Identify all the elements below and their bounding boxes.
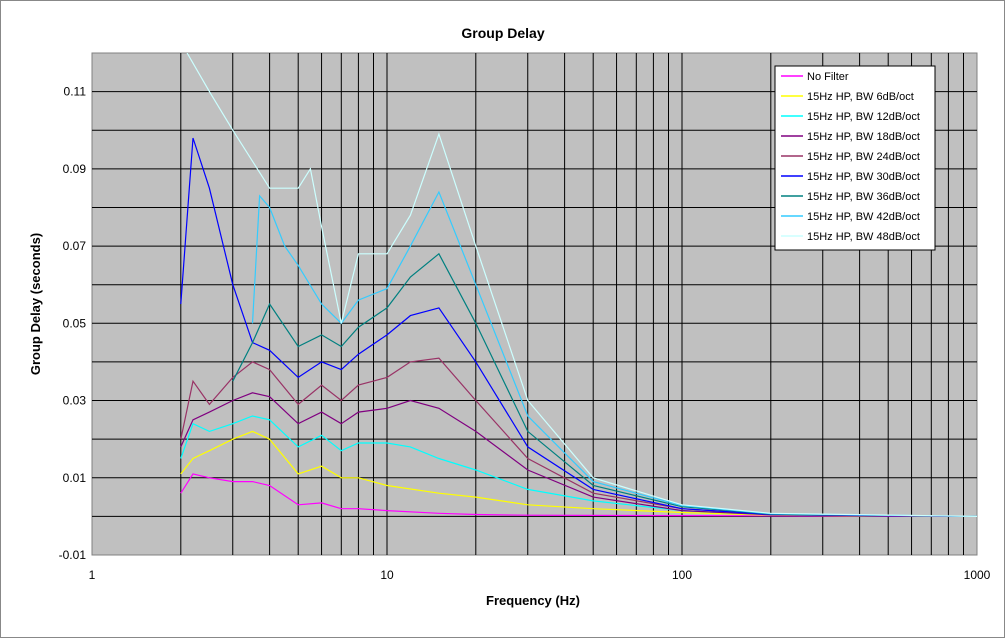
y-tick-label: -0.01 xyxy=(59,548,87,562)
x-tick-label: 1000 xyxy=(964,568,991,582)
chart-title: Group Delay xyxy=(461,25,544,41)
series-line xyxy=(180,137,977,517)
x-tick-label: 1 xyxy=(89,568,96,582)
series-group xyxy=(180,53,977,518)
series-line xyxy=(180,357,977,517)
legend-entry: 15Hz HP, BW 24dB/oct xyxy=(807,151,920,163)
x-tick-label: 100 xyxy=(672,568,692,582)
series-line xyxy=(180,415,977,518)
series-line xyxy=(232,252,977,517)
x-tick-label: 10 xyxy=(380,568,394,582)
tick-labels: -0.01 0.01 0.03 0.05 0.07 0.09 0.11 1 10 100 1000 xyxy=(59,85,991,582)
x-axis-title: Frequency (Hz) xyxy=(486,593,580,608)
legend-entry: 15Hz HP, BW 6dB/oct xyxy=(807,91,914,103)
series-line xyxy=(186,53,977,517)
legend-entry: 15Hz HP, BW 12dB/oct xyxy=(807,111,920,123)
legend-entry: 15Hz HP, BW 48dB/oct xyxy=(807,231,920,243)
series-line xyxy=(180,473,977,518)
legend-entry: 15Hz HP, BW 42dB/oct xyxy=(807,211,920,223)
series-line xyxy=(180,392,977,518)
legend-entry: 15Hz HP, BW 18dB/oct xyxy=(807,131,920,143)
series-line xyxy=(180,430,977,518)
y-tick-label: 0.07 xyxy=(63,239,87,253)
y-tick-label: 0.03 xyxy=(63,394,87,408)
y-tick-label: 0.01 xyxy=(63,471,87,485)
y-tick-label: 0.11 xyxy=(64,85,87,99)
y-tick-label: 0.09 xyxy=(63,162,87,176)
legend-entry: 15Hz HP, BW 36dB/oct xyxy=(807,191,920,203)
y-axis-title: Group Delay (seconds) xyxy=(28,233,43,375)
legend: No Filter 15Hz HP, BW 6dB/oct 15Hz HP, BW … xyxy=(774,65,936,251)
legend-entry: 15Hz HP, BW 30dB/oct xyxy=(807,171,920,183)
y-tick-label: 0.05 xyxy=(63,316,87,330)
legend-entry: No Filter xyxy=(807,71,849,83)
series-line xyxy=(251,190,977,517)
